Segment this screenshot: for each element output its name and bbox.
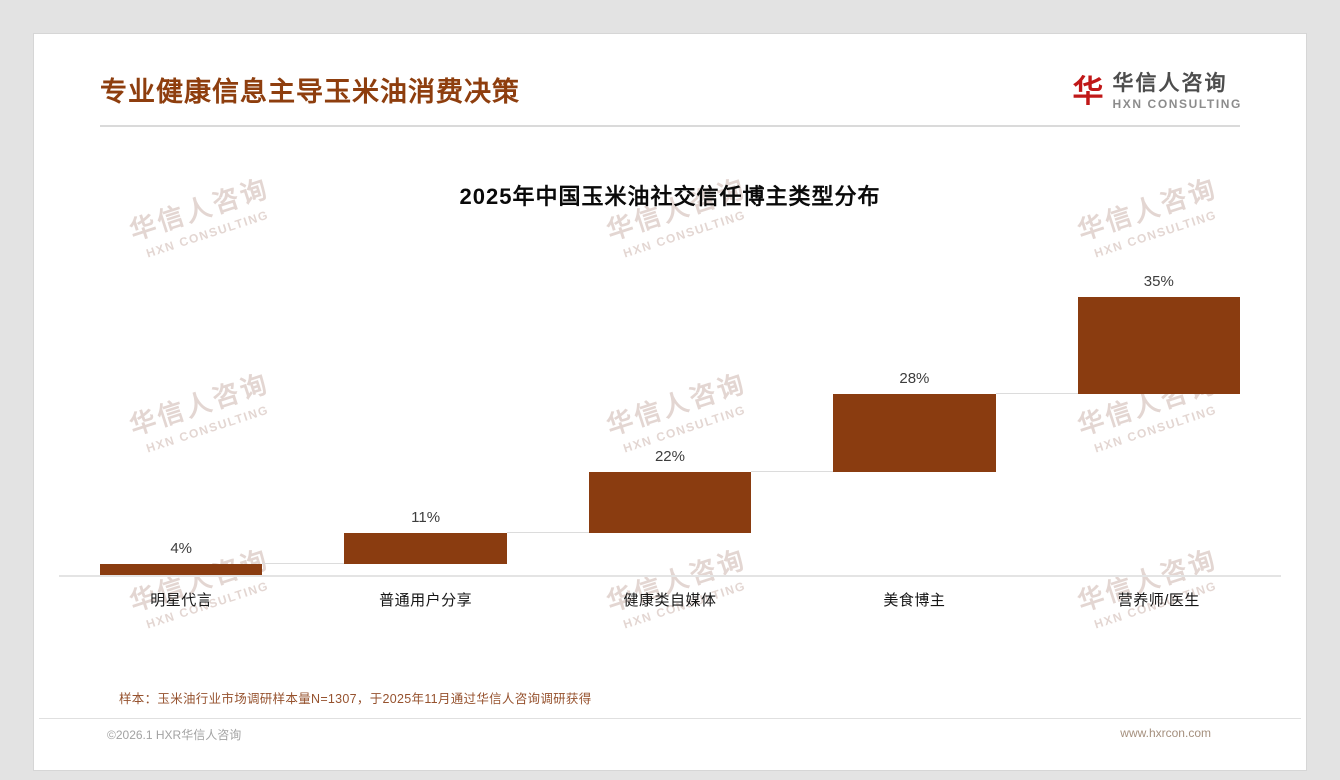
connector-line <box>995 393 1078 395</box>
slide-card: 华信人咨询 HXN CONSULTING 华信人咨询 HXN CONSULTING 华信… <box>33 33 1307 771</box>
chart-bar-2 <box>344 533 507 564</box>
footer: ©2026.1 HXR华信人咨询 www.hxrcon.com <box>107 726 1211 743</box>
chart-bar-5 <box>1077 297 1241 395</box>
header: 专业健康信息主导玉米油消费决策 华 华信人咨询 HXN CONSULTING <box>34 34 1306 111</box>
company-logo: 华 华信人咨询 HXN CONSULTING <box>1072 72 1242 111</box>
category-label: 营养师/医生 <box>1117 592 1200 610</box>
bar-value-label: 35% <box>1143 273 1174 291</box>
connector-line <box>506 532 589 534</box>
footer-divider <box>39 718 1301 720</box>
category-label: 普通用户分享 <box>379 592 473 610</box>
sample-note: 样本：玉米油行业市场调研样本量N=1307，于2025年11月通过华信人咨询调研… <box>119 692 592 707</box>
logo-name-cn: 华信人咨询 <box>1112 72 1228 95</box>
logo-text: 华信人咨询 HXN CONSULTING <box>1112 72 1242 111</box>
logo-icon: 华 <box>1072 74 1104 110</box>
website-link[interactable]: www.hxrcon.com <box>1120 726 1211 741</box>
bar-value-label: 28% <box>899 370 930 388</box>
category-axis: 明星代言 普通用户分享 健康类自媒体 美食博主 营养师/医生 <box>59 589 1281 610</box>
bar-value-label: 22% <box>654 448 685 466</box>
connector-line <box>262 562 345 564</box>
slide-content: 专业健康信息主导玉米油消费决策 华 华信人咨询 HXN CONSULTING 2… <box>34 34 1306 770</box>
page-title: 专业健康信息主导玉米油消费决策 <box>100 77 520 107</box>
bar-value-label: 4% <box>170 539 193 557</box>
bar-value-label: 11% <box>411 509 441 527</box>
category-label: 明星代言 <box>150 592 213 610</box>
chart-bar-3 <box>588 472 752 534</box>
chart-title: 2025年中国玉米油社交信任博主类型分布 <box>459 184 881 210</box>
logo-name-en: HXN CONSULTING <box>1112 97 1242 112</box>
category-label: 健康类自媒体 <box>623 592 717 610</box>
waterfall-chart-canvas: 4% 11% 22% 28% 35% <box>59 273 1281 578</box>
chart-bar-1 <box>99 563 263 576</box>
header-divider <box>100 125 1240 128</box>
chart-bar-4 <box>833 394 996 473</box>
connector-line <box>751 471 834 473</box>
copyright-text: ©2026.1 HXR华信人咨询 <box>107 728 242 743</box>
category-label: 美食博主 <box>883 592 946 610</box>
